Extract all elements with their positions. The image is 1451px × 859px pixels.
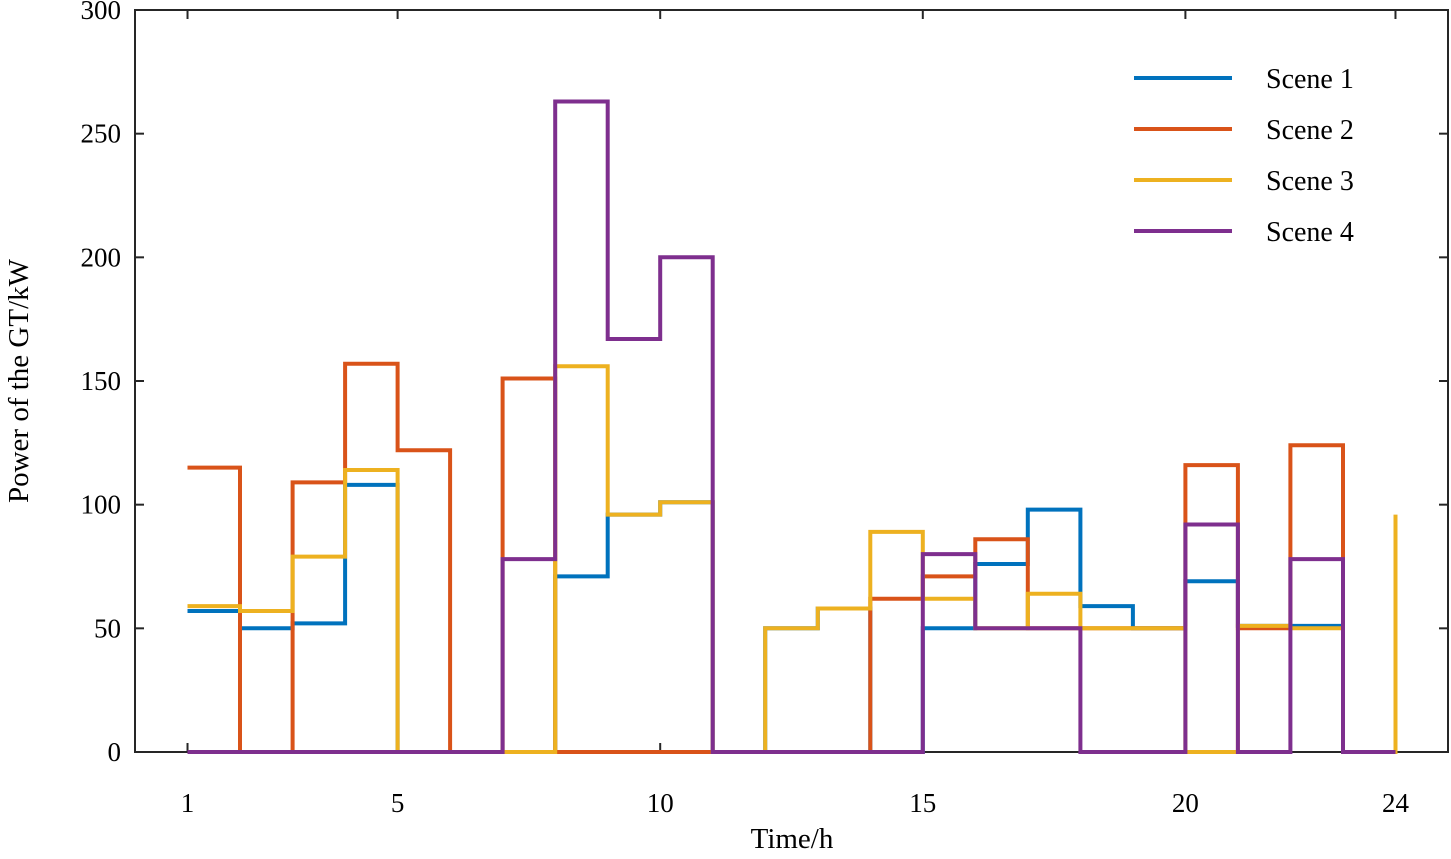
- x-tick-label: 10: [647, 788, 674, 818]
- series-line-scene-4: [187, 99, 1396, 754]
- x-axis-label: Time/h: [751, 823, 834, 855]
- legend-label-scene-2: Scene 2: [1266, 115, 1354, 146]
- series-line-scene-3: [187, 364, 1398, 754]
- x-axis-ticks: 1 5 10 15 20 24: [181, 10, 1410, 818]
- y-axis-label: Power of the GT/kW: [3, 258, 35, 503]
- y-tick-label: 50: [94, 613, 121, 643]
- series-line-scene-2: [187, 361, 1396, 754]
- x-tick-label: 15: [909, 788, 936, 818]
- y-tick-label: 100: [81, 490, 122, 520]
- y-tick-label: 150: [81, 366, 122, 396]
- x-tick-label: 5: [391, 788, 405, 818]
- legend-label-scene-1: Scene 1: [1266, 64, 1354, 95]
- legend: Scene 1 Scene 2 Scene 3 Scene 4: [1134, 64, 1354, 248]
- y-tick-label: 250: [81, 119, 122, 149]
- legend-label-scene-3: Scene 3: [1266, 166, 1354, 197]
- x-tick-label: 1: [181, 788, 195, 818]
- y-tick-label: 0: [108, 737, 122, 767]
- y-tick-label: 200: [81, 242, 122, 272]
- y-tick-label: 300: [81, 0, 122, 25]
- x-tick-label: 20: [1172, 788, 1199, 818]
- series-layer: [187, 99, 1398, 754]
- y-axis-ticks: 0 50 100 150 200 250 300: [81, 0, 1448, 767]
- x-tick-label: 24: [1382, 788, 1410, 818]
- legend-label-scene-4: Scene 4: [1266, 217, 1354, 248]
- plot-frame: [134, 9, 1449, 753]
